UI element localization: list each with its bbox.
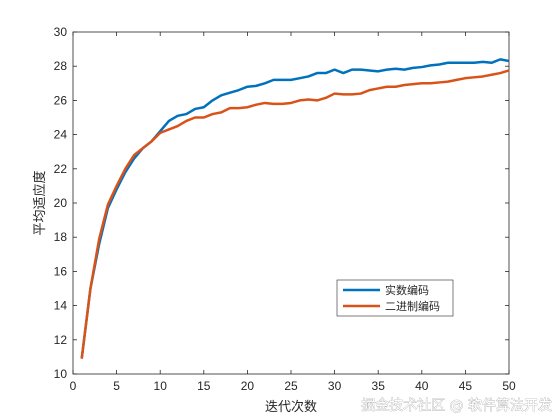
y-axis-label: 平均适应度 [32,170,48,235]
y-tick-label: 20 [54,196,68,210]
x-tick-label: 0 [70,379,77,393]
y-tick-label: 22 [54,162,68,176]
x-tick-label: 45 [459,379,473,393]
y-tick-label: 10 [54,367,68,381]
y-tick-label: 12 [54,333,68,347]
y-tick-label: 16 [54,264,68,278]
x-tick-label: 40 [415,379,429,393]
y-tick-label: 28 [54,59,68,73]
legend-box [336,279,454,317]
series-line-binary [80,69,510,359]
y-tick-label: 30 [54,25,68,39]
x-tick-label: 50 [502,379,516,393]
x-tick-label: 15 [197,379,211,393]
series-lines [80,58,510,359]
x-axis-label: 迭代次数 [265,399,317,415]
y-tick-label: 18 [54,230,68,244]
y-tick-label: 26 [54,93,68,107]
legend-label-binary: 二进制编码 [385,299,440,313]
x-tick-label: 25 [284,379,298,393]
y-tick-label: 24 [54,128,68,142]
x-tick-label: 20 [241,379,255,393]
legend: 实数编码 二进制编码 [336,279,454,317]
watermark: 掘金技术社区 @ 软件算法开发 [361,398,552,414]
y-tick-label: 14 [54,299,68,313]
x-tick-label: 35 [372,379,386,393]
tick-labels: 0 5 10 15 20 25 30 35 40 45 50 10 12 14 16 18 20 22 24 26 28… [54,25,516,393]
plot-area [72,31,510,375]
x-tick-label: 10 [154,379,168,393]
legend-label-real: 实数编码 [385,283,429,297]
x-tick-label: 30 [328,379,342,393]
x-tick-label: 5 [113,379,120,393]
axis-ticks [72,31,510,375]
